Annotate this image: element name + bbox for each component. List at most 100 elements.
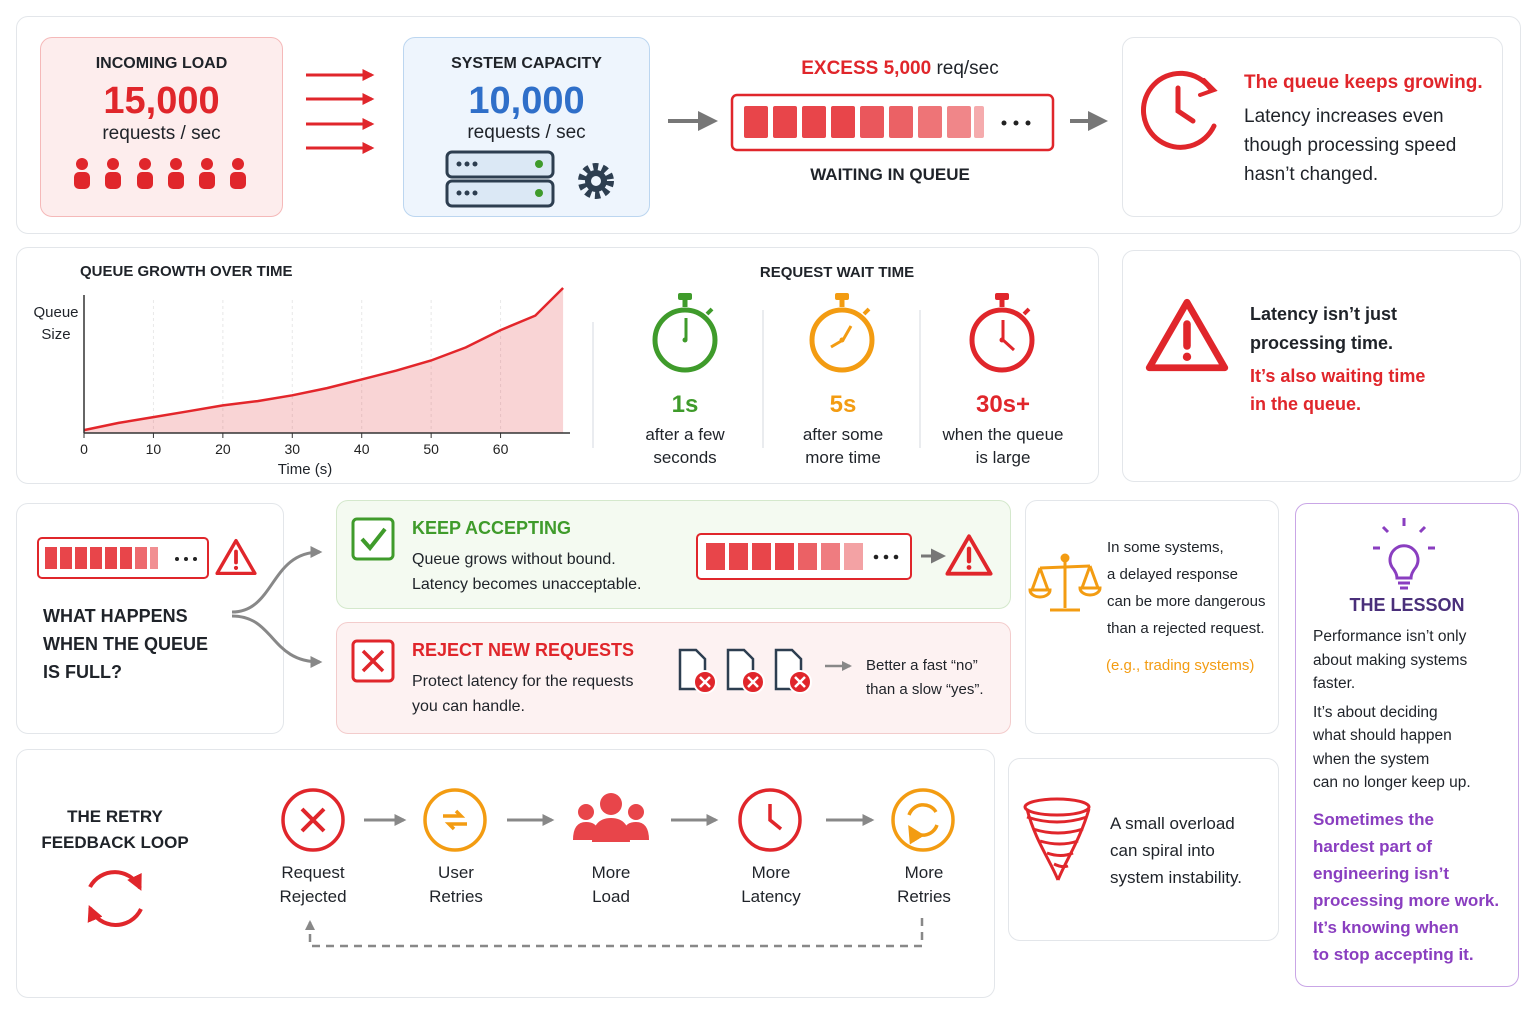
- reject-text: Protect latency for the requests you can …: [412, 669, 633, 719]
- text-line: Retries: [429, 887, 483, 906]
- loop-title: THE RETRY FEEDBACK LOOP: [20, 804, 210, 856]
- text-line: is large: [975, 448, 1031, 467]
- text-line: system instability.: [1110, 868, 1242, 887]
- warning-icon: [215, 538, 257, 576]
- incoming-value: 15,000: [103, 80, 220, 122]
- text-line: User: [438, 863, 474, 882]
- text-line: you can handle.: [412, 698, 525, 715]
- warning-icon: [1149, 302, 1225, 368]
- text-line: can no longer keep up.: [1313, 773, 1471, 791]
- danger-example: (e.g., trading systems): [1106, 657, 1255, 674]
- text-line: Request: [281, 863, 345, 882]
- incoming-label: INCOMING LOAD: [95, 55, 228, 72]
- text-line: hasn’t changed.: [1244, 164, 1379, 185]
- text-line: FEEDBACK LOOP: [41, 833, 189, 852]
- incoming-unit: requests / sec: [102, 123, 221, 144]
- note-highlight: It’s also waiting time in the queue.: [1250, 362, 1425, 418]
- text-line: when the system: [1313, 750, 1430, 768]
- note-text: Latency isn’t just processing time.: [1250, 300, 1397, 358]
- excess-value: 5,000: [883, 58, 932, 79]
- watch-hand: [830, 325, 853, 349]
- text-line: WHEN THE QUEUE: [43, 634, 209, 654]
- capacity-value: 10,000: [468, 80, 585, 122]
- text-line: after a few: [645, 425, 725, 444]
- queue-bar: [730, 93, 1055, 152]
- text-line: a delayed response: [1107, 566, 1238, 583]
- x-tick-label: 20: [215, 441, 231, 457]
- separators: [592, 310, 921, 448]
- spiral-text: A small overload can spiral into system in…: [1110, 810, 1242, 891]
- text-line: A small overload: [1110, 814, 1235, 833]
- text-line: can be more dangerous: [1107, 593, 1266, 610]
- gear-icon: [578, 163, 614, 199]
- text-line: though processing speed: [1244, 135, 1457, 156]
- text-line: It’s also waiting time: [1250, 366, 1426, 386]
- text-line: IS FULL?: [43, 662, 122, 682]
- text-line: More: [904, 863, 944, 882]
- text-line: Rejected: [279, 887, 347, 906]
- scales-icon: [1028, 553, 1102, 612]
- text-line: in the queue.: [1250, 394, 1362, 414]
- text-line: Performance isn’t only: [1313, 628, 1467, 645]
- x-tick-label: 40: [354, 441, 370, 457]
- watch-hand: [1001, 320, 1016, 352]
- reject-box: [336, 622, 1011, 734]
- small-queue: [37, 537, 209, 579]
- text-line: Latency: [741, 887, 801, 906]
- lesson-p1: Performance isn’t only about making syste…: [1313, 625, 1467, 696]
- growing-text: Latency increases even though processing …: [1244, 102, 1456, 189]
- accept-text: Queue grows without bound. Latency become…: [412, 547, 641, 597]
- text-line: Better a fast “no”: [866, 657, 978, 674]
- x-tick-label: 30: [284, 441, 300, 457]
- lesson-title: THE LESSON: [1349, 595, 1465, 615]
- text-line: seconds: [653, 448, 717, 467]
- queue-caption: WAITING IN QUEUE: [810, 165, 970, 184]
- refresh-icon: [87, 870, 143, 927]
- excess-line: EXCESS 5,000 req/sec: [750, 58, 1050, 80]
- excess-unit: req/sec: [936, 58, 999, 79]
- text-line: Latency isn’t just: [1250, 304, 1398, 324]
- wait-time: 30s+: [975, 391, 1031, 418]
- queue-bar-small: [696, 533, 912, 580]
- wait-title: REQUEST WAIT TIME: [759, 264, 915, 281]
- text-line: THE RETRY: [67, 807, 163, 826]
- loop-step: More Latency: [701, 861, 841, 909]
- x-tick-label: 0: [80, 441, 88, 457]
- capacity-unit: requests / sec: [467, 122, 586, 143]
- text-line: WHAT HAPPENS: [43, 606, 188, 626]
- loop-step: User Retries: [386, 861, 526, 909]
- loop-step: More Load: [541, 861, 681, 909]
- text-line: Protect latency for the requests: [412, 673, 634, 690]
- text-line: what should happen: [1313, 727, 1452, 745]
- reject-title: REJECT NEW REQUESTS: [412, 640, 635, 660]
- text-line: Load: [592, 887, 630, 906]
- text-line: processing time.: [1250, 333, 1394, 353]
- x-tick-label: 50: [423, 441, 439, 457]
- incoming-people: [74, 158, 246, 189]
- text-line: Latency becomes unacceptable.: [412, 576, 642, 593]
- x-tick-label: 10: [146, 441, 162, 457]
- text-line: when the queue: [942, 425, 1064, 444]
- text-line: hardest part of: [1313, 837, 1433, 856]
- line: [83, 287, 564, 432]
- growing-box: [1122, 37, 1503, 217]
- lesson-p2: It’s about deciding what should happen whe…: [1313, 701, 1471, 794]
- text-line: processing more work.: [1313, 891, 1500, 910]
- wait-caption: after some more time: [753, 423, 933, 469]
- text-line: about making systems: [1313, 651, 1468, 669]
- wait-caption: when the queue is large: [913, 423, 1093, 469]
- feedback-arrow: [305, 918, 924, 948]
- lesson-emphasis: Sometimes the hardest part of engineering …: [1313, 806, 1499, 968]
- question: WHAT HAPPENS WHEN THE QUEUE IS FULL?: [43, 602, 208, 686]
- x-axis-label: Time (s): [277, 461, 333, 478]
- stopwatch-icon: [812, 293, 872, 370]
- text-line: Sometimes the: [1313, 810, 1434, 829]
- text-line: engineering isn’t: [1313, 864, 1450, 883]
- loop-icons: [281, 788, 955, 852]
- wait-time: 5s: [829, 391, 857, 418]
- loop-box: [16, 749, 995, 998]
- bulb-icon: [1373, 518, 1435, 590]
- branch-arrows: [231, 546, 323, 668]
